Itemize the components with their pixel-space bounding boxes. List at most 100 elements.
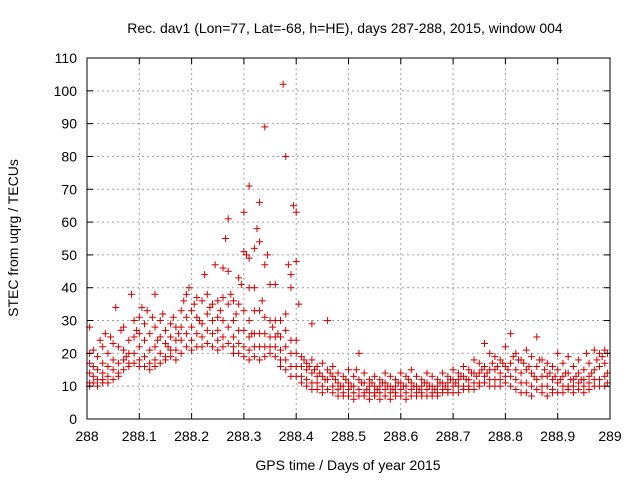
data-point <box>125 336 133 344</box>
data-point <box>146 346 154 354</box>
data-point <box>376 395 384 403</box>
data-point <box>339 382 347 390</box>
data-point <box>329 382 337 390</box>
data-point <box>177 323 185 331</box>
data-point <box>465 376 473 384</box>
data-point <box>182 343 190 351</box>
data-point <box>235 349 243 357</box>
data-point <box>214 297 222 305</box>
data-point <box>89 346 97 354</box>
data-point <box>219 333 227 341</box>
data-point <box>198 343 206 351</box>
data-point <box>151 290 159 298</box>
data-point <box>198 333 206 341</box>
data-point <box>507 372 515 380</box>
data-point <box>520 359 528 367</box>
data-point <box>240 326 248 334</box>
data-point <box>308 356 316 364</box>
data-point <box>146 359 154 367</box>
data-point <box>496 369 504 377</box>
data-point <box>266 349 274 357</box>
data-point <box>305 362 313 370</box>
data-point <box>585 379 593 387</box>
data-point <box>522 379 530 387</box>
data-point <box>360 369 368 377</box>
data-point <box>151 362 159 370</box>
data-point <box>141 336 149 344</box>
data-point <box>219 317 227 325</box>
data-point <box>219 294 227 302</box>
y-tick-label: 60 <box>61 214 77 230</box>
data-point <box>575 356 583 364</box>
data-point <box>135 356 143 364</box>
data-point <box>433 392 441 400</box>
data-point <box>371 392 379 400</box>
data-point <box>475 382 483 390</box>
data-point <box>151 323 159 331</box>
data-point <box>93 353 101 361</box>
data-point <box>329 389 337 397</box>
data-point <box>203 310 211 318</box>
data-point <box>182 330 190 338</box>
x-tick-label: 288.1 <box>122 428 157 444</box>
data-point <box>256 198 264 206</box>
data-point <box>198 297 206 305</box>
data-point <box>89 362 97 370</box>
data-point <box>507 382 515 390</box>
data-point <box>193 330 201 338</box>
data-point <box>313 362 321 370</box>
data-point <box>109 376 117 384</box>
data-point <box>125 362 133 370</box>
data-point <box>297 362 305 370</box>
y-tick-label: 0 <box>69 411 77 427</box>
data-point <box>297 372 305 380</box>
data-point <box>580 382 588 390</box>
data-point <box>496 382 504 390</box>
data-point <box>318 389 326 397</box>
y-axis-label: STEC from uqrg / TECUs <box>5 159 21 317</box>
data-point <box>203 290 211 298</box>
data-point <box>386 395 394 403</box>
data-point <box>290 202 298 210</box>
data-point <box>224 340 232 348</box>
x-tick-label: 288.9 <box>540 428 575 444</box>
x-tick-label: 288.5 <box>331 428 366 444</box>
data-point <box>229 343 237 351</box>
y-tick-label: 70 <box>61 181 77 197</box>
data-point <box>253 225 261 233</box>
data-point <box>528 382 536 390</box>
data-point <box>528 353 536 361</box>
data-point <box>250 244 258 252</box>
data-point <box>227 290 235 298</box>
data-point <box>522 389 530 397</box>
data-point <box>292 257 300 265</box>
data-point <box>96 336 104 344</box>
data-point <box>240 343 248 351</box>
data-point <box>277 333 285 341</box>
data-point <box>261 123 269 131</box>
data-point <box>360 392 368 400</box>
data-point <box>295 300 303 308</box>
y-tick-label: 90 <box>61 116 77 132</box>
data-point <box>397 369 405 377</box>
x-tick-label: 288.3 <box>226 428 261 444</box>
data-point <box>130 317 138 325</box>
data-point <box>334 369 342 377</box>
data-point <box>564 369 572 377</box>
data-point <box>209 343 217 351</box>
x-tick-label: 288.4 <box>279 428 314 444</box>
data-point <box>256 238 264 246</box>
data-point <box>235 300 243 308</box>
data-point <box>590 366 598 374</box>
data-point <box>284 261 292 269</box>
data-point <box>258 297 266 305</box>
data-point <box>156 333 164 341</box>
data-point <box>146 366 154 374</box>
data-point <box>214 313 222 321</box>
data-point <box>209 317 217 325</box>
data-point <box>428 372 436 380</box>
data-point <box>282 326 290 334</box>
data-point <box>188 323 196 331</box>
data-point <box>245 254 253 262</box>
data-point <box>175 330 183 338</box>
